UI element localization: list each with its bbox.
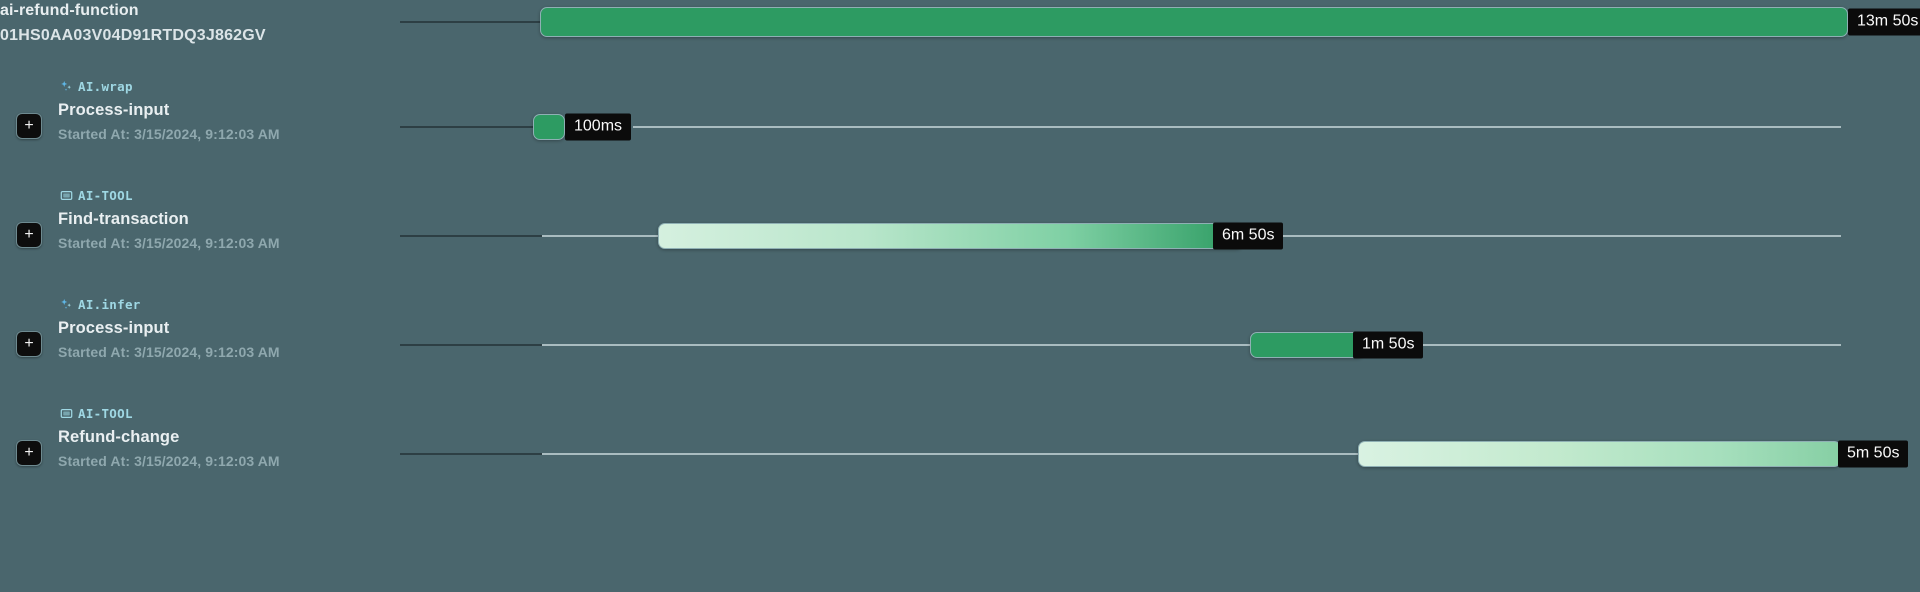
root-rail-left — [400, 21, 540, 23]
span-duration-label: 5m 50s — [1838, 440, 1909, 468]
sparkles-icon — [60, 80, 73, 93]
span-started-at: Started At: 3/15/2024, 9:12:03 AM — [58, 453, 280, 469]
expand-button[interactable]: + — [16, 440, 42, 466]
span-type-badge: AI-TOOL — [60, 188, 133, 203]
span-duration-label: 1m 50s — [1353, 331, 1424, 359]
rail-segment-dark — [400, 126, 533, 128]
root-duration-label: 13m 50s — [1848, 8, 1920, 36]
span-name: Process-input — [58, 319, 170, 337]
span-started-at: Started At: 3/15/2024, 9:12:03 AM — [58, 126, 280, 142]
span-started-at: Started At: 3/15/2024, 9:12:03 AM — [58, 344, 280, 360]
trace-id: 01HS0AA03V04D91RTDQ3J862GV — [0, 27, 266, 44]
span-row-label: + AI-TOOL Find-transaction Started At: 3/15… — [0, 186, 400, 286]
root-duration-bar[interactable] — [540, 7, 1848, 37]
span-timeline-track[interactable]: 1m 50s — [0, 295, 1920, 395]
span-duration-bar[interactable] — [1250, 332, 1364, 358]
rail-segment-dark — [400, 453, 542, 455]
root-label-column: ai-refund-function 01HS0AA03V04D91RTDQ3J… — [0, 0, 400, 592]
span-row-label: + AI.wrap Process-input Started At: 3/15/20… — [0, 77, 400, 177]
rail-segment-light — [542, 344, 1841, 346]
rail-segment-dark — [400, 344, 542, 346]
span-duration-bar[interactable] — [1358, 441, 1841, 467]
span-started-at: Started At: 3/15/2024, 9:12:03 AM — [58, 235, 280, 251]
span-row-label: + AI.infer Process-input Started At: 3/15/2… — [0, 295, 400, 395]
span-type-label: AI-TOOL — [78, 188, 133, 203]
tool-window-icon — [60, 189, 73, 202]
sparkles-icon — [60, 298, 73, 311]
span-duration-bar[interactable] — [533, 114, 565, 140]
span-timeline-track[interactable]: 5m 50s — [0, 404, 1920, 504]
rail-segment-dark — [400, 235, 542, 237]
span-name: Find-transaction — [58, 210, 189, 228]
expand-button[interactable]: + — [16, 222, 42, 248]
rail-segment-light — [542, 453, 1841, 455]
span-type-badge: AI.wrap — [60, 79, 133, 94]
span-type-badge: AI-TOOL — [60, 406, 133, 421]
span-duration-label: 100ms — [565, 113, 632, 141]
span-row-label: + AI-TOOL Refund-change Started At: 3/15/20… — [0, 404, 400, 504]
span-timeline-track[interactable]: 100ms — [0, 77, 1920, 177]
span-type-label: AI-TOOL — [78, 406, 133, 421]
root-timeline-track[interactable]: 13m 50s — [0, 0, 1920, 44]
span-duration-label: 6m 50s — [1213, 222, 1284, 250]
span-timeline-track[interactable]: 6m 50s — [0, 186, 1920, 286]
expand-button[interactable]: + — [16, 331, 42, 357]
span-duration-bar[interactable] — [658, 223, 1243, 249]
tool-window-icon — [60, 407, 73, 420]
span-name: Process-input — [58, 101, 170, 119]
span-type-label: AI.infer — [78, 297, 141, 312]
span-type-badge: AI.infer — [60, 297, 141, 312]
expand-button[interactable]: + — [16, 113, 42, 139]
page-title: ai-refund-function — [0, 2, 139, 19]
span-name: Refund-change — [58, 428, 180, 446]
span-type-label: AI.wrap — [78, 79, 133, 94]
rail-segment-light — [633, 126, 1841, 128]
